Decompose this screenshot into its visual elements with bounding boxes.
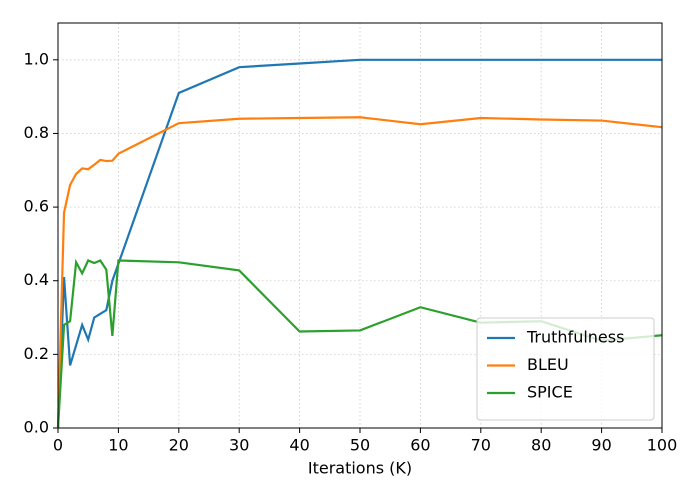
x-tick-label: 10 — [108, 436, 128, 455]
y-tick-label: 0.4 — [24, 270, 49, 289]
x-tick-label: 50 — [350, 436, 370, 455]
y-tick-label: 0.2 — [24, 344, 49, 363]
legend-label: BLEU — [527, 355, 569, 374]
legend-label: SPICE — [527, 383, 573, 402]
legend: Truthfulness BLEU SPICE — [476, 317, 655, 421]
y-tick-label: 0.0 — [24, 418, 49, 437]
legend-box — [476, 317, 655, 421]
series-line — [56, 58, 662, 429]
x-tick-label: 70 — [471, 436, 491, 455]
y-tick-label: 0.6 — [24, 197, 49, 216]
x-tick-label: 100 — [647, 436, 678, 455]
x-tick-label: 40 — [289, 436, 309, 455]
x-tick-label: 90 — [591, 436, 611, 455]
x-tick-label: 0 — [53, 436, 63, 455]
x-tick-label: 30 — [229, 436, 249, 455]
x-tick-label: 80 — [531, 436, 551, 455]
plot-frame — [57, 22, 663, 429]
x-axis-label: Iterations (K) — [308, 459, 412, 478]
series-line — [56, 116, 663, 429]
y-tick-label: 0.8 — [24, 123, 49, 142]
series-line — [56, 258, 663, 429]
x-tick-label: 60 — [410, 436, 430, 455]
y-tick-label: 1.0 — [24, 49, 49, 68]
legend-label: Truthfulness — [526, 328, 624, 347]
x-tick-label: 20 — [169, 436, 189, 455]
